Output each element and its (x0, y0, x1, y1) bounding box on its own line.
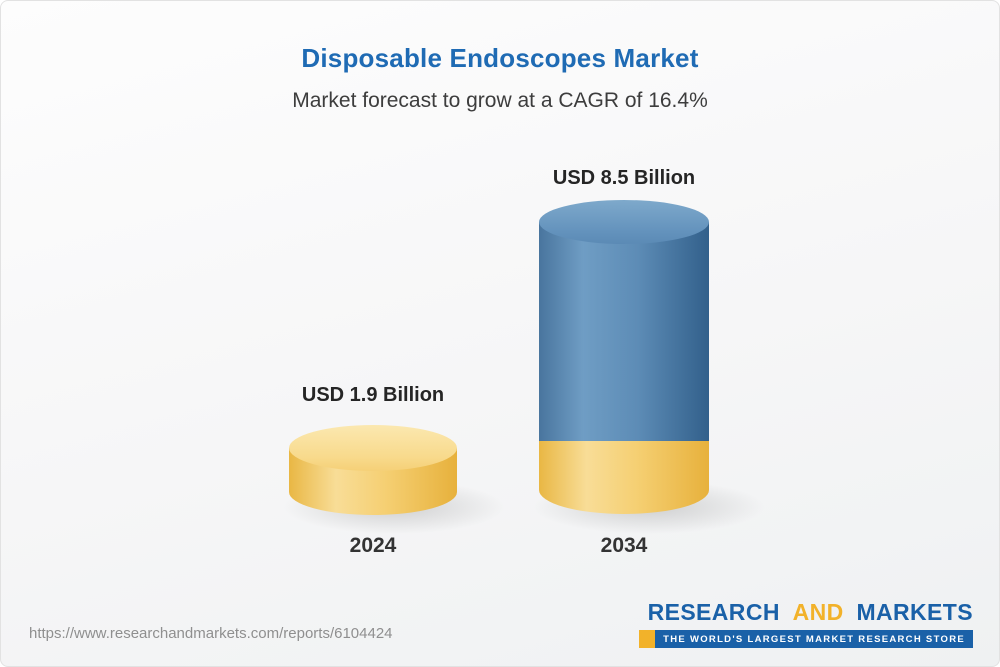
value-label-2024: USD 1.9 Billion (301, 384, 445, 406)
brand-tagline-text: THE WORLD'S LARGEST MARKET RESEARCH STOR… (655, 630, 973, 648)
brand-word-and: AND (792, 599, 844, 625)
brand-word-markets: MARKETS (856, 599, 973, 625)
brand-word-research: RESEARCH (647, 599, 780, 625)
bar-2034-cylinder (539, 200, 709, 514)
report-url: https://www.researchandmarkets.com/repor… (29, 625, 393, 642)
brand-logo: RESEARCH AND MARKETS THE WORLD'S LARGEST… (639, 599, 973, 648)
value-label-2034: USD 8.5 Billion (552, 167, 696, 189)
bar-2034-gold-base-segment (539, 441, 709, 514)
bar-2024-cylinder (289, 425, 457, 515)
chart-title: Disposable Endoscopes Market (301, 43, 699, 73)
brand-wordmark: RESEARCH AND MARKETS (648, 599, 973, 626)
bar-2034-blue-segment (539, 222, 709, 441)
category-label-2034: 2034 (600, 534, 648, 557)
bar-2034-top-ellipse (539, 200, 709, 244)
bar-2024-top-ellipse (289, 425, 457, 471)
brand-tagline-gold-block (639, 630, 656, 648)
brand-tagline: THE WORLD'S LARGEST MARKET RESEARCH STOR… (639, 630, 973, 648)
category-label-2024: 2024 (349, 534, 397, 557)
chart-subtitle: Market forecast to grow at a CAGR of 16.… (292, 89, 708, 112)
